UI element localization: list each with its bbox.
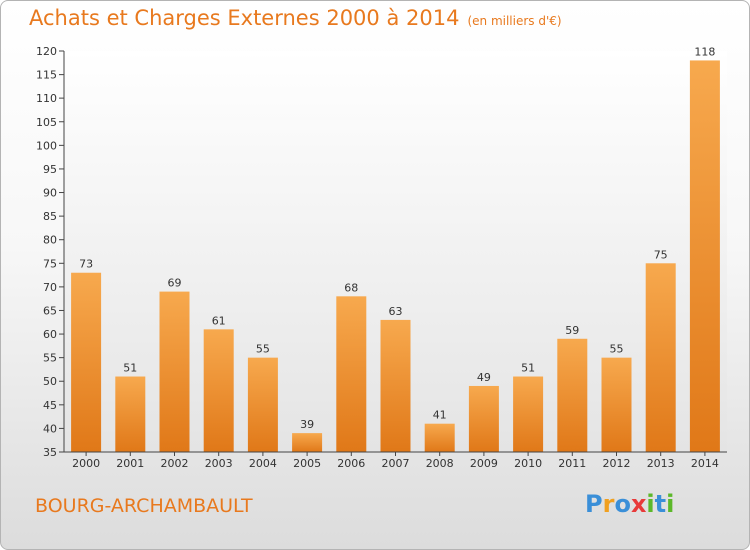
x-tick-label: 2008 xyxy=(426,457,454,470)
x-tick-label: 2002 xyxy=(161,457,189,470)
x-tick-label: 2007 xyxy=(382,457,410,470)
data-label: 69 xyxy=(168,277,182,290)
bar xyxy=(71,272,102,452)
bar xyxy=(601,357,632,452)
proxiti-logo: Proxiti xyxy=(585,490,674,518)
chart-title-unit: (en milliers d'€) xyxy=(467,14,562,28)
y-tick-label: 35 xyxy=(43,446,57,459)
data-label: 39 xyxy=(300,418,314,431)
bar xyxy=(468,385,499,452)
x-tick-label: 2010 xyxy=(514,457,542,470)
data-label: 55 xyxy=(256,343,270,356)
logo-letter: r xyxy=(602,490,615,518)
bar xyxy=(645,263,676,452)
y-tick-label: 105 xyxy=(36,116,57,129)
y-tick-label: 100 xyxy=(36,139,57,152)
x-tick-label: 2001 xyxy=(116,457,144,470)
bar xyxy=(247,357,278,452)
logo-letter: x xyxy=(630,490,647,518)
y-tick-label: 95 xyxy=(43,163,57,176)
x-tick-label: 2006 xyxy=(337,457,365,470)
bar xyxy=(424,423,455,452)
logo-letter: t xyxy=(654,490,667,518)
data-label: 49 xyxy=(477,371,491,384)
data-label: 73 xyxy=(79,258,93,271)
data-label: 68 xyxy=(344,281,358,294)
y-tick-label: 75 xyxy=(43,257,57,270)
data-label: 61 xyxy=(212,314,226,327)
data-label: 75 xyxy=(654,248,668,261)
bar xyxy=(689,60,720,452)
chart-title: Achats et Charges Externes 2000 à 2014 (e… xyxy=(29,6,562,30)
bar xyxy=(159,291,190,452)
x-tick-label: 2009 xyxy=(470,457,498,470)
bar xyxy=(380,319,411,452)
y-tick-label: 50 xyxy=(43,375,57,388)
x-tick-label: 2014 xyxy=(691,457,719,470)
bar xyxy=(203,329,234,452)
bar xyxy=(115,376,146,452)
x-tick-label: 2000 xyxy=(72,457,100,470)
bar xyxy=(513,376,544,452)
y-tick-label: 60 xyxy=(43,328,57,341)
y-tick-label: 55 xyxy=(43,352,57,365)
commune-name: BOURG-ARCHAMBAULT xyxy=(35,495,253,517)
x-tick-label: 2004 xyxy=(249,457,277,470)
y-tick-label: 110 xyxy=(36,92,57,105)
y-tick-label: 40 xyxy=(43,422,57,435)
data-label: 63 xyxy=(389,305,403,318)
logo-letter: i xyxy=(646,490,655,518)
logo-letter: o xyxy=(614,490,631,518)
y-tick-label: 115 xyxy=(36,69,57,82)
y-tick-label: 70 xyxy=(43,281,57,294)
chart-title-main: Achats et Charges Externes 2000 à 2014 xyxy=(29,6,460,30)
x-tick-label: 2003 xyxy=(205,457,233,470)
y-tick-label: 85 xyxy=(43,210,57,223)
y-tick-label: 90 xyxy=(43,187,57,200)
data-label: 118 xyxy=(694,45,715,58)
data-label: 51 xyxy=(123,362,137,375)
y-tick-label: 65 xyxy=(43,304,57,317)
x-tick-label: 2011 xyxy=(558,457,586,470)
bar xyxy=(557,338,588,452)
y-tick-label: 80 xyxy=(43,234,57,247)
data-label: 55 xyxy=(610,343,624,356)
data-label: 59 xyxy=(565,324,579,337)
logo-letter: i xyxy=(666,490,675,518)
x-tick-label: 2012 xyxy=(603,457,631,470)
y-tick-label: 120 xyxy=(36,45,57,58)
x-tick-label: 2013 xyxy=(647,457,675,470)
data-label: 51 xyxy=(521,362,535,375)
bar xyxy=(292,433,323,452)
logo-letter: P xyxy=(585,490,603,518)
y-tick-label: 45 xyxy=(43,399,57,412)
data-label: 41 xyxy=(433,409,447,422)
bar xyxy=(336,296,367,452)
x-tick-label: 2005 xyxy=(293,457,321,470)
